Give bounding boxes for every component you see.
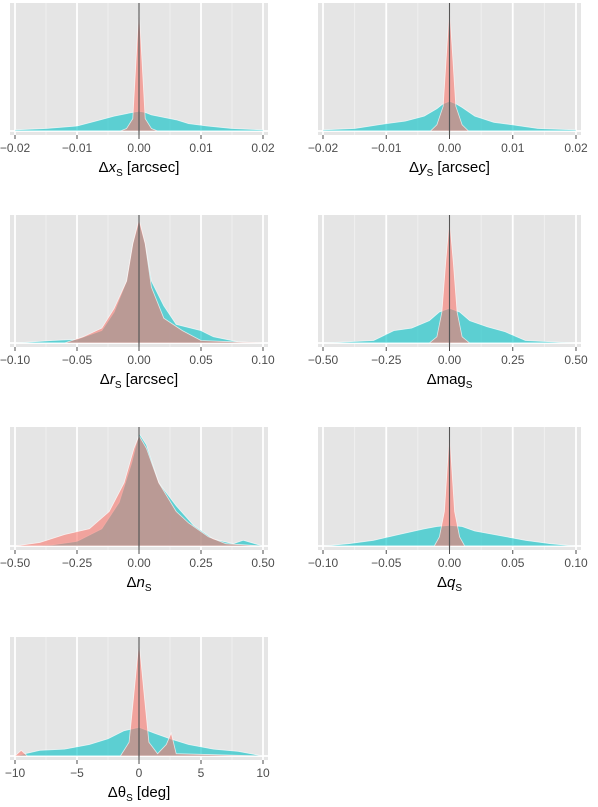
- x-tick-label: 5: [198, 766, 205, 780]
- x-tick-label: 0.50: [251, 556, 275, 570]
- x-tick-label: 0.10: [251, 353, 275, 367]
- x-axis-label: ΔyS [arcsec]: [409, 159, 490, 179]
- panel-delta-q: −0.10 −0.05 0.00 0.05 0.10 ΔqS: [308, 427, 588, 594]
- x-tick-label: 0.02: [251, 141, 275, 155]
- x-tick-label: −0.25: [371, 353, 402, 367]
- x-tick-label: −0.01: [62, 141, 93, 155]
- x-tick-label: −0.01: [371, 141, 402, 155]
- x-tick-label: 0: [136, 766, 143, 780]
- panel-delta-x: −0.02 −0.01 0.00 0.01 0.02 ΔxS [arcsec]: [0, 3, 275, 179]
- x-tick-label: 0.05: [189, 353, 213, 367]
- x-tick-label: −0.10: [0, 353, 31, 367]
- x-tick-label: 0.02: [564, 141, 588, 155]
- panel-delta-n: −0.50 −0.25 0.00 0.25 0.50 ΔnS: [0, 427, 275, 594]
- panel-delta-y: −0.02 −0.01 0.00 0.01 0.02 ΔyS [arcsec]: [308, 3, 588, 179]
- x-tick-label: 0.50: [564, 353, 588, 367]
- x-tick-label: −0.50: [0, 556, 31, 570]
- x-tick-label: −0.05: [62, 353, 93, 367]
- x-axis-label: ΔqS: [437, 574, 462, 594]
- x-tick-label: −5: [70, 766, 84, 780]
- x-tick-label: 0.00: [438, 141, 462, 155]
- x-tick-label: −0.25: [62, 556, 93, 570]
- x-tick-label: 0.01: [501, 141, 525, 155]
- x-tick-label: 10: [256, 766, 270, 780]
- x-axis-label: ΔnS: [126, 574, 151, 594]
- x-tick-label: 0.25: [501, 353, 525, 367]
- x-tick-label: −0.05: [371, 556, 402, 570]
- x-tick-label: 0.05: [501, 556, 525, 570]
- x-tick-label: −0.02: [0, 141, 31, 155]
- x-axis-label: ΔxS [arcsec]: [99, 159, 180, 179]
- x-tick-label: −0.10: [308, 556, 339, 570]
- x-tick-label: −0.50: [308, 353, 339, 367]
- x-tick-label: 0.00: [127, 353, 151, 367]
- x-axis-label: ΔmagS: [427, 371, 473, 391]
- x-tick-label: 0.00: [438, 556, 462, 570]
- x-tick-label: 0.00: [438, 353, 462, 367]
- x-tick-label: 0.25: [189, 556, 213, 570]
- panel-delta-r: −0.10 −0.05 0.00 0.05 0.10 ΔrS [arcsec]: [0, 215, 275, 391]
- x-tick-label: −10: [5, 766, 26, 780]
- x-tick-label: 0.00: [127, 141, 151, 155]
- x-tick-label: 0.01: [189, 141, 213, 155]
- panel-delta-theta: −10 −5 0 5 10 ΔθS [deg]: [5, 637, 270, 804]
- x-axis-label: ΔrS [arcsec]: [100, 371, 178, 391]
- x-axis-label: ΔθS [deg]: [108, 784, 171, 804]
- x-tick-label: 0.10: [564, 556, 588, 570]
- x-tick-label: −0.02: [308, 141, 339, 155]
- x-tick-label: 0.00: [127, 556, 151, 570]
- panel-delta-mag: −0.50 −0.25 0.00 0.25 0.50 ΔmagS: [308, 215, 588, 391]
